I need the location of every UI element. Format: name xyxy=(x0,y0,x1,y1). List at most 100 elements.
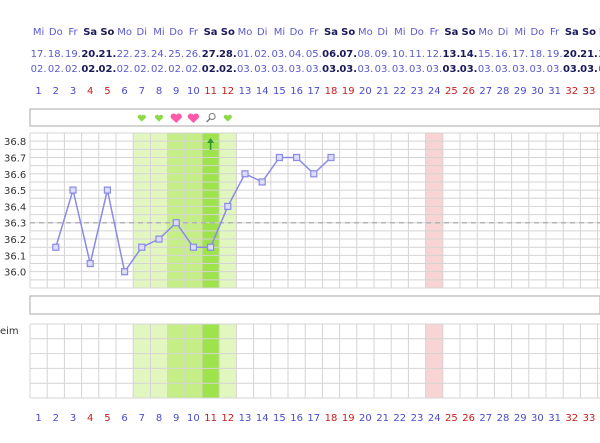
cycle-day-label: 13 xyxy=(239,86,252,97)
cycle-day-label: 29 xyxy=(514,86,527,97)
symbol-row-box xyxy=(29,108,600,127)
cycle-day-label: 25 xyxy=(445,413,458,424)
date-day-label: 27. xyxy=(202,49,220,60)
date-day-label: 20. xyxy=(563,49,581,60)
cycle-day-row-top: 1 2 3 4 5 6 7 8 9 10 11 12 13 14 15 16 17 18 19 20 21 22 23 24 2… xyxy=(35,86,595,97)
cycle-day-label: 33 xyxy=(583,413,596,424)
date-month-label: 03. xyxy=(271,64,287,75)
note-row-box[interactable] xyxy=(29,295,600,315)
date-header: Mi17.02.Do18.02.Fr19.02.Sa20.02.So21.02.… xyxy=(31,27,600,75)
weekday-label: Mi xyxy=(394,27,405,38)
date-month-label: 02. xyxy=(202,64,220,75)
temperature-point xyxy=(224,202,232,211)
fertile-bands xyxy=(133,133,443,288)
date-month-label: 02. xyxy=(65,64,81,75)
date-day-label: 19. xyxy=(547,49,563,60)
cycle-day-label: 9 xyxy=(173,413,179,424)
y-tick-label: 36.3 xyxy=(4,219,26,230)
cycle-day-label: 28 xyxy=(497,413,510,424)
date-day-label: 09. xyxy=(375,49,391,60)
date-month-label: 03. xyxy=(254,64,270,75)
date-day-label: 04. xyxy=(289,49,305,60)
temperature-point xyxy=(310,170,318,178)
date-day-label: 10. xyxy=(392,49,408,60)
plot-grid xyxy=(29,132,600,289)
weekday-label: So xyxy=(582,27,596,38)
cycle-day-label: 2 xyxy=(53,413,59,424)
date-month-label: 02. xyxy=(31,64,47,75)
highlight-band xyxy=(425,324,443,398)
fertile-band xyxy=(184,133,202,288)
cycle-day-label: 6 xyxy=(121,86,127,97)
magnifier-icon xyxy=(208,113,216,120)
highlight-band xyxy=(425,133,443,288)
cycle-day-label: 28 xyxy=(497,86,510,97)
fertile-band xyxy=(167,324,185,398)
date-month-label: 03. xyxy=(547,64,563,75)
date-month-label: 03. xyxy=(512,64,528,75)
date-day-label: 17. xyxy=(512,49,528,60)
date-month-label: 02. xyxy=(99,64,117,75)
weekday-label: Di xyxy=(377,27,387,38)
cycle-day-label: 31 xyxy=(548,413,561,424)
y-tick-label: 36.6 xyxy=(4,170,26,181)
date-day-label: 05. xyxy=(306,49,322,60)
date-day-label: 24. xyxy=(151,49,167,60)
weekday-label: Fr xyxy=(550,27,560,38)
cycle-day-label: 21 xyxy=(376,413,389,424)
weekday-label: Mo xyxy=(599,27,600,38)
cycle-day-label: 3 xyxy=(70,413,76,424)
date-month-label: 03. xyxy=(563,64,581,75)
weekday-label: Di xyxy=(137,27,147,38)
date-day-label: 22. xyxy=(117,49,133,60)
weekday-label: Do xyxy=(290,27,304,38)
fertile-band xyxy=(150,324,168,398)
weekday-label: Mo xyxy=(238,27,253,38)
date-day-label: 17. xyxy=(31,49,47,60)
fertile-band xyxy=(150,133,168,288)
weekday-label: Fr xyxy=(430,27,440,38)
cycle-day-label: 13 xyxy=(239,413,252,424)
fertile-band xyxy=(202,324,220,398)
cycle-day-label: 27 xyxy=(479,86,492,97)
date-day-label: 18. xyxy=(529,49,545,60)
date-month-label: 03. xyxy=(580,64,598,75)
temperature-point xyxy=(138,243,146,251)
cycle-day-label: 12 xyxy=(221,86,234,97)
date-day-label: 16. xyxy=(495,49,511,60)
temperature-point xyxy=(155,235,163,243)
date-day-label: 07. xyxy=(339,49,357,60)
weekday-label: Sa xyxy=(565,27,579,38)
temperature-points xyxy=(52,153,335,276)
date-day-label: 13. xyxy=(443,49,461,60)
cycle-day-label: 31 xyxy=(548,86,561,97)
weekday-label: Mo xyxy=(478,27,493,38)
date-month-label: 03. xyxy=(443,64,461,75)
date-month-label: 02. xyxy=(117,64,133,75)
weekday-label: Sa xyxy=(204,27,218,38)
cycle-day-label: 8 xyxy=(156,86,162,97)
cycle-day-label: 8 xyxy=(156,413,162,424)
date-month-label: 03. xyxy=(478,64,494,75)
date-month-label: 02. xyxy=(81,64,99,75)
cycle-day-label: 3 xyxy=(70,86,76,97)
date-month-label: 02. xyxy=(168,64,184,75)
date-month-label: 03. xyxy=(598,64,600,75)
weekday-label: So xyxy=(341,27,355,38)
secondary-panel-grid xyxy=(29,323,600,399)
temperature-point xyxy=(172,219,180,227)
weekday-label: Do xyxy=(530,27,544,38)
cycle-day-label: 14 xyxy=(256,86,269,97)
date-month-label: 03. xyxy=(289,64,305,75)
date-month-label: 02. xyxy=(134,64,150,75)
cycle-day-label: 5 xyxy=(104,86,110,97)
weekday-label: Do xyxy=(410,27,424,38)
fertile-band xyxy=(202,133,220,288)
cycle-day-label: 26 xyxy=(462,413,475,424)
date-day-label: 21. xyxy=(99,49,117,60)
weekday-label: Fr xyxy=(68,27,78,38)
date-month-label: 02. xyxy=(185,64,201,75)
cycle-day-label: 16 xyxy=(290,413,303,424)
weekday-label: Di xyxy=(498,27,508,38)
